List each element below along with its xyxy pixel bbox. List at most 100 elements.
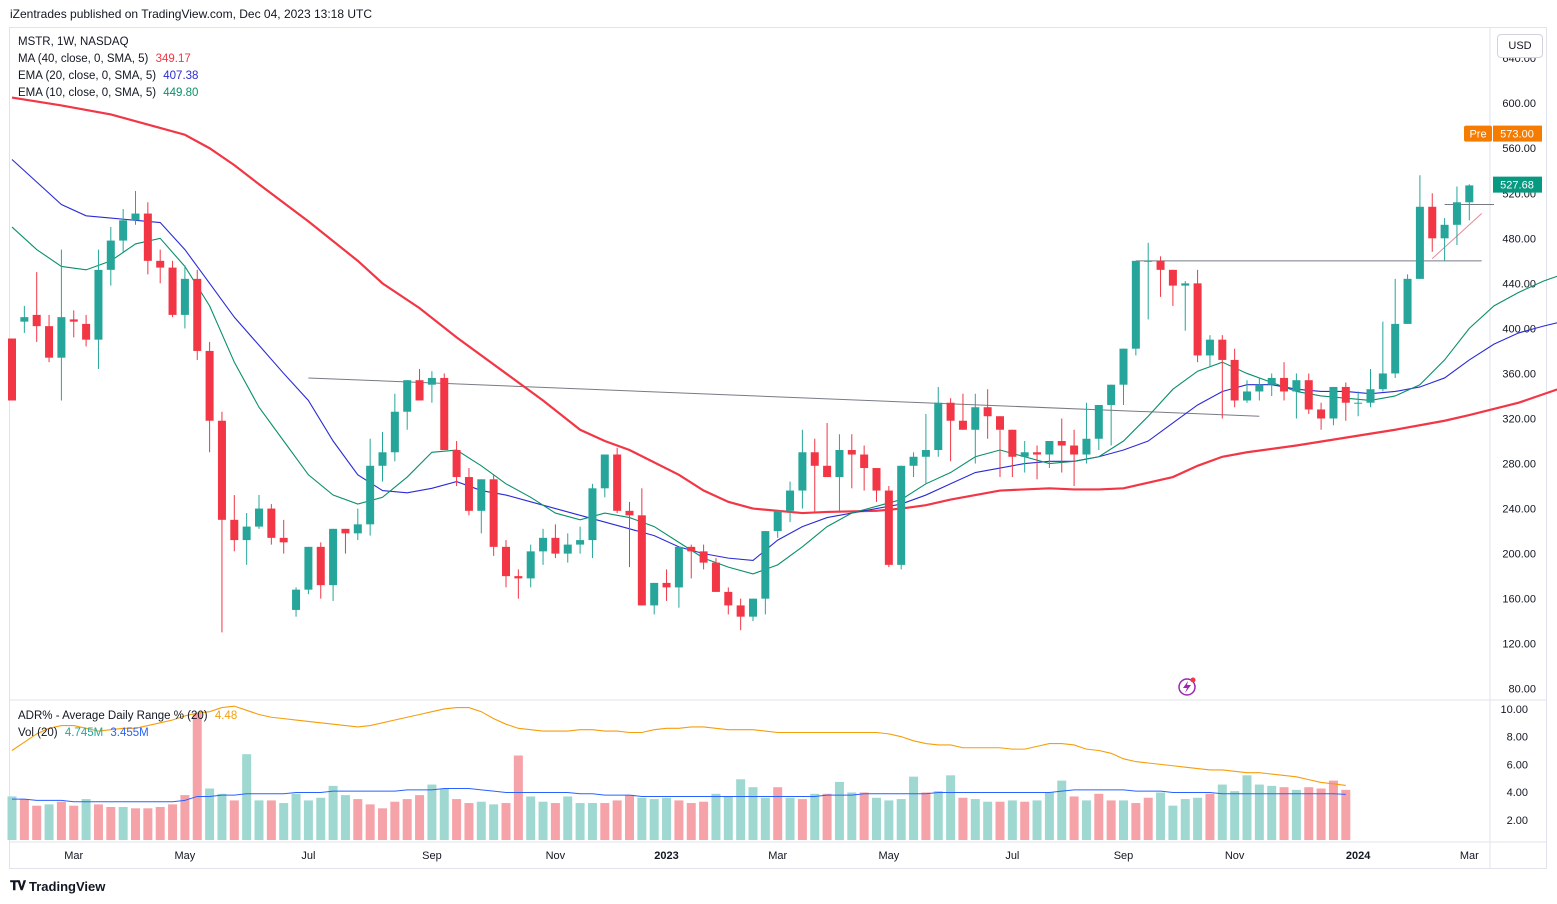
candle-body (415, 380, 424, 401)
legend-ma40-value: 349.17 (155, 53, 191, 65)
volume-bar (600, 803, 610, 840)
price-tick-label: 320.00 (1502, 413, 1536, 425)
candle-body (366, 465, 375, 525)
candle-body (600, 454, 609, 489)
time-tick-label: Mar (768, 850, 787, 862)
volume-bar (970, 799, 980, 840)
candle-body (539, 537, 548, 552)
candle-body (1020, 452, 1029, 457)
volume-bar (550, 803, 560, 840)
candle-body (1033, 452, 1042, 455)
volume-bar (748, 787, 758, 840)
candle-body (1230, 359, 1239, 401)
candle-body (674, 546, 683, 588)
legend-ema10[interactable]: EMA (10, close, 0, SMA, 5) 449.80 (18, 87, 198, 99)
legend-adr[interactable]: ADR% - Average Daily Range % (20) 4.48 (18, 710, 237, 722)
candle-body (464, 477, 473, 511)
legend-vol[interactable]: Vol (20) 4.745M 3.455M (18, 727, 149, 739)
volume-bar (266, 800, 276, 840)
time-tick-label: Nov (1225, 850, 1245, 862)
volume-bar (1131, 803, 1141, 840)
candle-body (576, 540, 585, 545)
volume-bar (1328, 780, 1338, 840)
price-tick-label: 480.00 (1502, 233, 1536, 245)
adr-tick-label: 4.00 (1507, 787, 1528, 799)
volume-bar (476, 801, 486, 840)
volume-bar (452, 799, 462, 840)
candle-body (292, 589, 301, 610)
volume-bar (155, 807, 165, 840)
volume-bar (526, 796, 536, 840)
candle-body (1280, 377, 1289, 392)
volume-bar (662, 797, 672, 840)
legend-vol-label: Vol (20) (18, 727, 58, 739)
volume-bar (1193, 797, 1203, 840)
candle-body (20, 317, 29, 322)
candle-body (427, 377, 436, 385)
volume-bar (1069, 796, 1079, 840)
volume-bar (415, 795, 425, 840)
candle-body (45, 326, 54, 358)
volume-bar (44, 804, 54, 840)
volume-bar (19, 799, 29, 840)
volume-bar (637, 797, 647, 840)
candle-body (884, 490, 893, 565)
time-tick-label: Mar (1460, 850, 1479, 862)
candle-body (69, 319, 78, 322)
volume-bar (1205, 793, 1215, 840)
candle-body (390, 411, 399, 453)
chart-frame (9, 27, 1547, 869)
volume-bar (1230, 791, 1240, 840)
candle-body (489, 479, 498, 547)
notification-dot-icon (1190, 677, 1196, 683)
candle-body (736, 605, 745, 617)
volume-bar (1057, 780, 1067, 840)
volume-bar (1032, 800, 1042, 840)
volume-bar (625, 795, 634, 840)
volume-bar (32, 805, 42, 840)
volume-bar (7, 796, 17, 840)
candle-body (131, 213, 140, 221)
volume-bar (93, 804, 103, 840)
volume-bar (1094, 793, 1104, 840)
time-tick-label: Sep (422, 850, 442, 862)
candle-body (329, 528, 338, 586)
volume-bar (365, 804, 375, 840)
price-tick-label: 200.00 (1502, 549, 1536, 561)
volume-bar (1279, 787, 1289, 840)
candle-body (341, 528, 350, 534)
candle-body (1341, 386, 1350, 403)
legend-ma40[interactable]: MA (40, close, 0, SMA, 5) 349.17 (18, 53, 191, 65)
volume-bar (538, 801, 548, 840)
candle-body (82, 323, 91, 340)
price-tick-label: 80.00 (1508, 684, 1536, 696)
price-tick-label: 240.00 (1502, 504, 1536, 516)
legend-ma40-label: MA (40, close, 0, SMA, 5) (18, 53, 149, 65)
candle-body (502, 546, 510, 577)
footer-brand[interactable]: 𝐓𝐕 TradingView (10, 878, 105, 894)
candle-body (662, 582, 671, 588)
candle-body (1243, 391, 1251, 401)
legend-vol-value2: 3.455M (110, 727, 149, 739)
candle-body (810, 452, 819, 466)
candle-body (551, 537, 560, 554)
legend-ema20[interactable]: EMA (20, close, 0, SMA, 5) 407.38 (18, 70, 198, 82)
volume-bar (1156, 792, 1166, 840)
candle-body (156, 260, 165, 268)
candle-body (526, 551, 535, 579)
adr-tick-label: 2.00 (1507, 815, 1528, 827)
volume-bar (192, 713, 202, 840)
currency-button[interactable]: USD (1497, 34, 1543, 58)
legend-symbol[interactable]: MSTR, 1W, NASDAQ (18, 36, 129, 48)
pre-price-text: 573.00 (1500, 129, 1534, 141)
time-tick-label: Jul (1005, 850, 1019, 862)
time-tick-label: May (175, 850, 196, 862)
volume-bar (810, 793, 820, 840)
candle-body (934, 402, 943, 451)
candle-body (230, 519, 239, 541)
volume-bar (1341, 789, 1351, 840)
volume-bar (464, 803, 474, 840)
time-tick-label: Jul (301, 850, 315, 862)
volume-bar (699, 801, 709, 840)
